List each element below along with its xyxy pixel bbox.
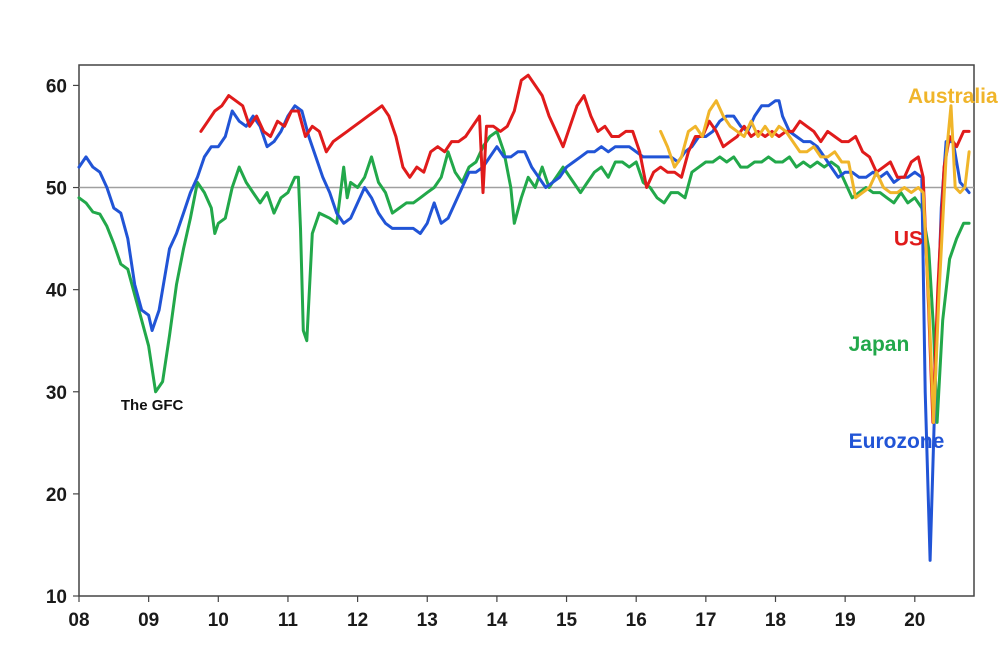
x-tick-label: 11 — [278, 610, 299, 631]
y-tick-label: 10 — [46, 587, 67, 608]
series-line-australia — [659, 99, 971, 424]
x-tick-label: 20 — [904, 610, 925, 631]
y-tick-label: 30 — [46, 383, 67, 404]
annotation-gfc: The GFC — [121, 397, 184, 414]
series-line-us — [199, 73, 971, 424]
x-tick-label: 09 — [138, 610, 159, 631]
x-tick-label: 17 — [695, 610, 716, 631]
x-tick-label: 13 — [417, 610, 438, 631]
series-line-eurozone — [77, 99, 971, 562]
series-label-us: US — [894, 228, 923, 251]
x-tick-label: 15 — [556, 610, 578, 631]
x-tick-label: 14 — [486, 610, 508, 631]
x-tick-label: 10 — [208, 610, 229, 631]
x-tick-label: 19 — [835, 610, 856, 631]
series-label-japan: Japan — [849, 333, 910, 356]
series-label-eurozone: Eurozone — [849, 430, 945, 453]
x-tick-label: 08 — [68, 610, 89, 631]
y-tick-label: 40 — [46, 281, 67, 302]
x-tick-label: 12 — [347, 610, 368, 631]
series-label-australia: Australia — [908, 85, 998, 108]
series-layer — [77, 73, 971, 562]
x-tick-label: 18 — [765, 610, 786, 631]
y-tick-label: 60 — [46, 76, 67, 97]
y-tick-label: 50 — [46, 179, 67, 200]
axis-layer: 10 20 30 40 50 60 08 09 10 11 12 13 14 15 16 17 18 19 20 — [46, 76, 926, 631]
plot-area-frame — [78, 64, 975, 597]
label-layer: Japan Eurozone US Australia The GFC — [121, 85, 998, 453]
x-tick-label: 16 — [626, 610, 647, 631]
y-tick-label: 20 — [46, 485, 67, 506]
series-line-japan — [77, 129, 971, 424]
